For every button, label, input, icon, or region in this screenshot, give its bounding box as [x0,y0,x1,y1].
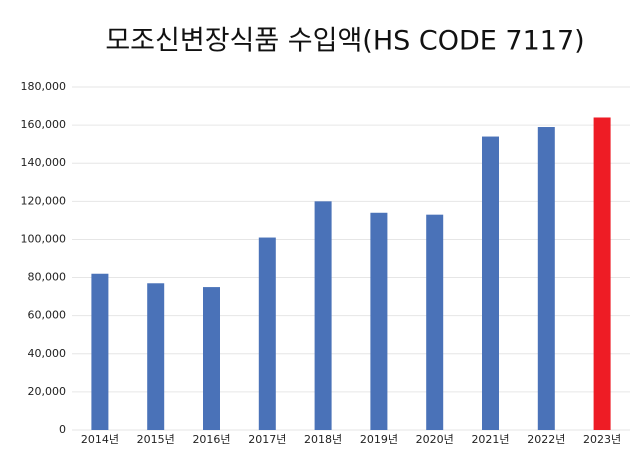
y-tick-label: 160,000 [21,118,67,131]
x-tick-label: 2022년 [527,433,565,446]
bar [314,201,332,430]
y-tick-label: 40,000 [28,347,67,360]
y-tick-label: 60,000 [28,309,67,322]
bar [426,214,444,430]
bar [370,212,388,430]
x-tick-label: 2017년 [248,433,286,446]
y-tick-label: 0 [59,423,66,436]
x-tick-label: 2015년 [137,433,175,446]
bar [258,237,276,430]
bar [147,283,165,430]
x-tick-label: 2021년 [471,433,509,446]
x-tick-label: 2019년 [360,433,398,446]
bar [482,136,499,431]
y-tick-label: 20,000 [28,385,67,398]
bar [203,287,220,430]
x-tick-label: 2016년 [192,433,230,446]
bar [593,117,611,430]
y-tick-label: 180,000 [21,80,67,93]
x-tick-label: 2020년 [416,433,454,446]
y-tick-label: 140,000 [21,156,67,169]
y-tick-label: 80,000 [28,271,67,284]
bar [91,273,109,430]
x-tick-label: 2023년 [583,433,621,446]
x-tick-label: 2014년 [81,433,119,446]
x-tick-label: 2018년 [304,433,342,446]
y-tick-label: 120,000 [21,194,67,207]
chart-title: 모조신변장식품 수입액(HS CODE 7117) [105,26,584,57]
y-tick-label: 100,000 [21,232,67,245]
bar [537,127,555,431]
